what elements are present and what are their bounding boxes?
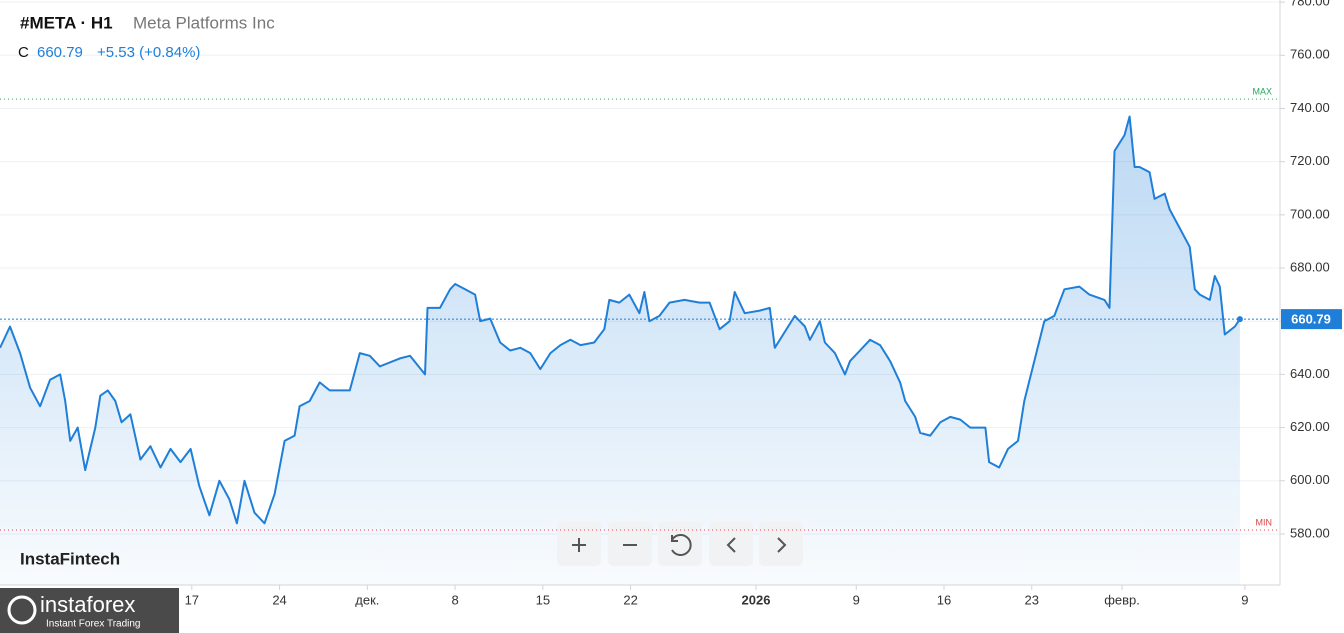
last-price-tag-label: 660.79 [1291,312,1331,327]
x-tick-label: 9 [1241,592,1248,607]
y-tick-label: 740.00 [1290,100,1330,115]
scroll-right-button[interactable] [759,522,803,566]
plus-icon [572,538,586,552]
zoom-controls [557,522,803,566]
x-tick-label: февр. [1104,592,1140,607]
min-line-label: MIN [1256,517,1273,527]
x-tick-label: 24 [272,592,286,607]
x-tick-label: 8 [451,592,458,607]
x-tick-label: 17 [185,592,199,607]
y-tick-label: 580.00 [1290,525,1330,540]
left-icon [726,537,736,553]
price-area [0,116,1240,585]
instrument-name: Meta Platforms Inc [133,13,275,32]
y-tick-label: 600.00 [1290,472,1330,487]
last-point [1236,316,1243,323]
logo-name: instaforex [40,592,135,617]
max-line-label: MAX [1252,87,1272,97]
x-tick-label: 22 [623,592,637,607]
price-line [0,115,1241,525]
price-change: +5.53 (+0.84%) [97,44,200,61]
watermark: InstaFintech [20,549,120,568]
reset-button[interactable] [658,522,702,566]
logo-tagline: Instant Forex Trading [46,619,141,630]
logo: instaforex Instant Forex Trading [0,588,179,633]
y-tick-label: 720.00 [1290,153,1330,168]
symbol: #META · H1 [20,13,113,32]
last-price-tag [1281,309,1342,330]
logo-icon [7,595,37,625]
scroll-left-button[interactable] [709,522,753,566]
close-label: C [18,44,29,61]
x-tick-label: 23 [1025,592,1039,607]
close-price: 660.79 [37,44,83,61]
y-tick-label: 760.00 [1290,47,1330,62]
reset-icon [671,534,692,556]
x-tick-label: 15 [536,592,550,607]
logo-box [0,588,179,633]
right-icon [777,537,787,553]
y-tick-label: 780.00 [1290,0,1330,9]
x-tick-label: 2026 [742,592,771,607]
x-tick-label: дек. [355,592,379,607]
y-tick-label: 640.00 [1290,366,1330,381]
y-tick-label: 680.00 [1290,259,1330,274]
plot [0,115,1241,585]
x-tick-label: 9 [853,592,860,607]
x-tick-label: 16 [937,592,951,607]
y-tick-label: 620.00 [1290,419,1330,434]
y-tick-label: 700.00 [1290,206,1330,221]
